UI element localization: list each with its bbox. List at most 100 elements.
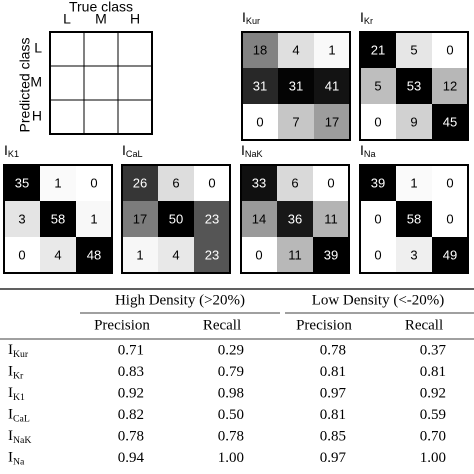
label-base: I — [8, 385, 13, 401]
table-cell: 0.37 — [420, 342, 447, 358]
label-sub: K1 — [8, 149, 19, 159]
cell-value: 6 — [291, 175, 298, 190]
label-sub: K1 — [13, 392, 25, 403]
table-cell: 0.85 — [320, 428, 346, 444]
cell — [122, 237, 158, 273]
cell-value: 1 — [410, 175, 417, 190]
cell-value: 0 — [256, 114, 263, 129]
cell — [242, 68, 278, 104]
cell — [40, 201, 76, 237]
table-cell: 0.78 — [320, 342, 346, 358]
cell-value: 11 — [288, 247, 302, 262]
cell-value: 5 — [410, 42, 417, 57]
label-base: I — [8, 364, 13, 380]
cell-value: 50 — [169, 211, 183, 226]
legend-cell — [49, 31, 85, 67]
table-cell: 0.78 — [118, 428, 144, 444]
cell — [278, 32, 314, 68]
cell — [432, 68, 468, 104]
cell-value: 4 — [54, 247, 61, 262]
label-base: I — [241, 142, 245, 158]
cell — [76, 201, 112, 237]
cell — [432, 32, 468, 68]
cell — [314, 104, 350, 140]
table-cell: 0.97 — [320, 450, 347, 466]
legend-border — [49, 31, 153, 135]
table-cell: 1.00 — [420, 450, 446, 466]
legend-row-label: M — [30, 74, 42, 90]
label-sub: Kr — [364, 16, 373, 26]
cell — [278, 104, 314, 140]
label: IKr — [360, 9, 373, 27]
cell-value: 0 — [255, 247, 262, 262]
cell — [241, 165, 277, 201]
cell-value: 0 — [327, 175, 334, 190]
cell-value: 26 — [133, 175, 147, 190]
label-sub: Kr — [13, 371, 24, 382]
cell — [360, 237, 396, 273]
column-header: Recall — [405, 317, 443, 333]
cell-value: 0 — [18, 247, 25, 262]
cell — [241, 237, 277, 273]
cell — [194, 201, 230, 237]
cell — [76, 165, 112, 201]
label: IK1 — [4, 142, 19, 160]
cell — [360, 104, 396, 140]
label-base: I — [8, 407, 13, 423]
cell-value: 1 — [136, 247, 143, 262]
table-cell: 0.81 — [320, 407, 346, 423]
cell — [313, 201, 349, 237]
label-base: I — [8, 450, 13, 466]
cell-value: 0 — [374, 114, 381, 129]
legend-title: True class — [69, 0, 133, 15]
label: INa — [360, 142, 376, 160]
table-cell: 0.50 — [218, 407, 244, 423]
cell — [432, 201, 468, 237]
cell — [396, 104, 432, 140]
cell-value: 1 — [90, 211, 97, 226]
cell-value: 58 — [407, 211, 421, 226]
group-header: Low Density (<-20%) — [312, 292, 445, 308]
cell — [40, 165, 76, 201]
legend-y-label: Predicted class — [17, 38, 33, 133]
cell-value: 14 — [252, 211, 266, 226]
legend-cell — [83, 99, 119, 135]
table-cell: 0.92 — [420, 385, 446, 401]
cell-value: 11 — [324, 211, 338, 226]
cell — [122, 165, 158, 201]
cell — [313, 237, 349, 273]
matrix-border — [240, 164, 350, 274]
cell-value: 12 — [443, 78, 457, 93]
label: IKr — [8, 364, 24, 382]
matrix-border — [241, 31, 351, 141]
table-cell: 0.29 — [218, 342, 244, 358]
label-sub: Kur — [246, 16, 260, 26]
legend-cell — [83, 31, 119, 67]
legend-row-label: H — [32, 108, 42, 124]
cell-value: 18 — [253, 42, 267, 57]
cell-value: 0 — [446, 42, 453, 57]
label-sub: CaL — [126, 149, 143, 159]
cell — [432, 165, 468, 201]
cell — [360, 68, 396, 104]
matrix-border — [121, 164, 231, 274]
cell-value: 33 — [252, 175, 266, 190]
cell-value: 3 — [18, 211, 25, 226]
cell-value: 31 — [253, 78, 267, 93]
column-header: Recall — [203, 317, 241, 333]
table-cell: 0.81 — [320, 364, 346, 380]
cell — [432, 237, 468, 273]
cell — [277, 165, 313, 201]
label: INaK — [8, 428, 31, 446]
cell — [194, 237, 230, 273]
cell — [314, 68, 350, 104]
cell-value: 58 — [51, 211, 65, 226]
cell — [4, 237, 40, 273]
label: ICaL — [122, 142, 143, 160]
table-cell: 0.70 — [420, 428, 446, 444]
label-sub: NaK — [245, 149, 263, 159]
table-cell: 0.78 — [218, 428, 244, 444]
group-header: High Density (>20%) — [115, 292, 245, 308]
cell — [277, 201, 313, 237]
